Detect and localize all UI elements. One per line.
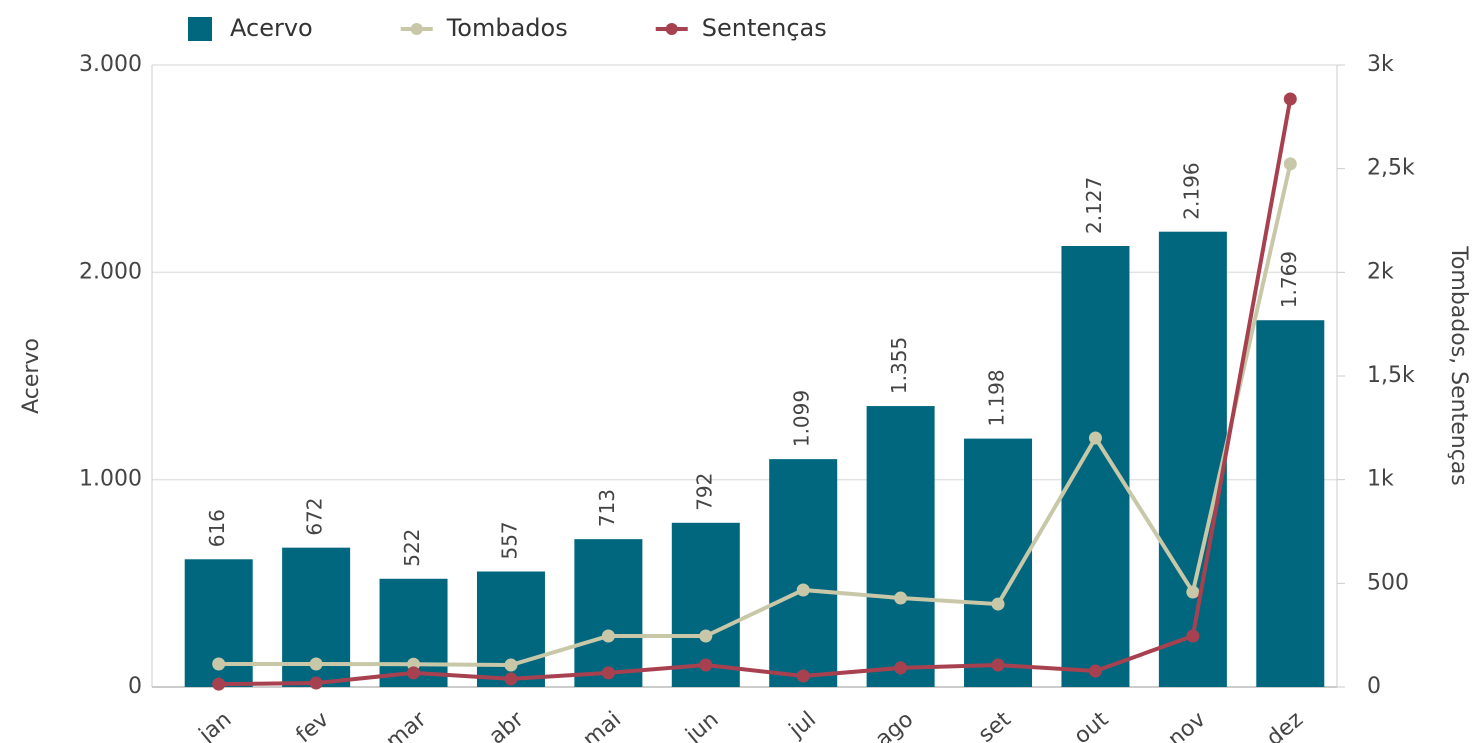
legend-label: Tombados: [446, 14, 568, 42]
point: [1088, 431, 1102, 445]
point: [796, 583, 810, 597]
y2-tick-label: 1,5k: [1367, 363, 1415, 388]
point: [699, 658, 713, 672]
value-label: 1.198: [985, 369, 1009, 426]
value-label: 616: [205, 509, 229, 547]
point: [407, 666, 421, 680]
y2-axis-label: Tombados, Sentenças: [1446, 245, 1471, 486]
y2-tick-label: 2k: [1367, 259, 1394, 284]
value-label: 792: [692, 473, 716, 511]
legend-swatch: [665, 23, 678, 35]
x-tick-label: out: [1070, 707, 1114, 743]
line: [218, 163, 1293, 668]
x-tick-label: ago: [871, 707, 918, 743]
y-tick-label: 3.000: [79, 52, 142, 77]
y2-tick-label: 500: [1367, 570, 1409, 595]
value-label: 672: [303, 497, 327, 535]
x-tick-label: dez: [1262, 707, 1308, 743]
point: [1088, 664, 1102, 678]
point: [894, 591, 908, 605]
bar: [769, 459, 838, 687]
y-tick-label: 2.000: [79, 259, 142, 284]
point: [504, 672, 518, 686]
value-label: 713: [595, 489, 619, 527]
point: [1186, 629, 1200, 643]
value-label: 557: [497, 521, 521, 559]
x-tick-label: mai: [579, 707, 627, 743]
value-label: 1.769: [1277, 251, 1301, 308]
y2-tick-label: 1k: [1367, 467, 1394, 492]
bar: [866, 406, 935, 687]
point: [309, 657, 323, 671]
point: [1186, 585, 1200, 599]
bar: [574, 539, 643, 687]
x-tick-label: set: [974, 707, 1016, 743]
bar: [1061, 246, 1130, 687]
point: [309, 676, 323, 690]
legend-swatch: [410, 23, 423, 35]
x-tick-label: jul: [784, 707, 821, 743]
value-label: 1.099: [790, 390, 814, 447]
y2-tick-label: 2,5k: [1367, 156, 1415, 181]
y2-tick-label: 3k: [1367, 52, 1394, 77]
x-tick-label: jun: [681, 707, 724, 743]
point: [212, 677, 226, 691]
point: [601, 629, 615, 643]
point: [699, 629, 713, 643]
x-tick-label: abr: [485, 706, 530, 743]
point: [894, 661, 908, 675]
point: [991, 658, 1005, 672]
y-tick-label: 0: [128, 674, 142, 699]
legend-swatch: [188, 17, 212, 41]
point: [1283, 157, 1297, 171]
value-label: 1.355: [887, 337, 911, 394]
point: [601, 666, 615, 680]
x-tick-label: mar: [382, 706, 432, 743]
bar: [1158, 231, 1227, 688]
value-label: 2.196: [1179, 162, 1203, 219]
point: [991, 597, 1005, 611]
x-tick-label: fev: [291, 707, 333, 743]
point: [212, 657, 226, 671]
y2-tick-label: 0: [1367, 674, 1381, 699]
y-tick-label: 1.000: [79, 467, 142, 492]
bar: [1256, 320, 1325, 687]
x-tick-label: nov: [1164, 707, 1211, 743]
value-label: 522: [400, 529, 424, 567]
point: [1283, 92, 1297, 106]
legend-label: Sentenças: [702, 14, 827, 42]
value-label: 2.127: [1082, 177, 1106, 234]
y-axis-label: Acervo: [19, 338, 44, 414]
legend-label: Acervo: [230, 14, 313, 42]
point: [504, 658, 518, 672]
line: [218, 98, 1293, 687]
point: [796, 669, 810, 683]
x-tick-label: jan: [194, 707, 237, 743]
